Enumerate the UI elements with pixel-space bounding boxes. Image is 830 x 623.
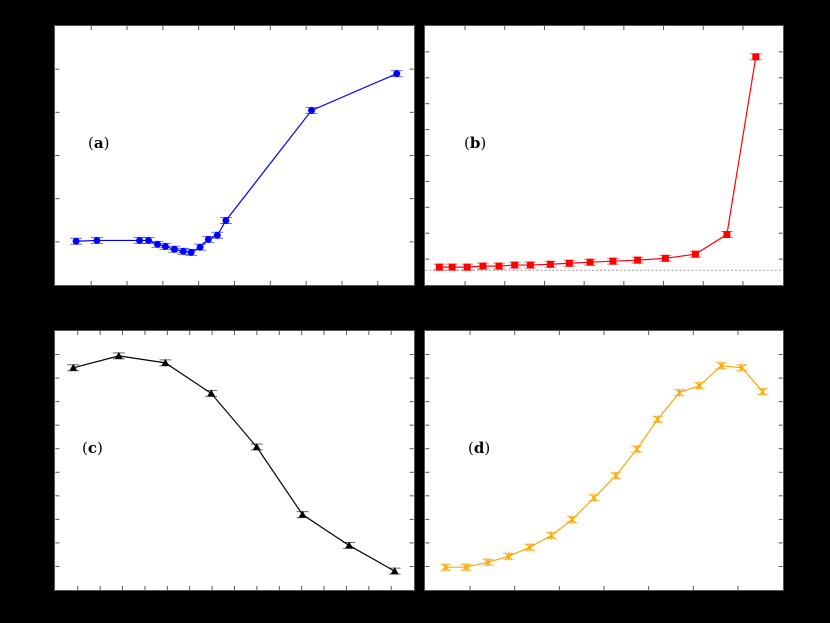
panel-d-chart: (d) [424,330,784,591]
panel-b-chart: (b) [424,25,784,286]
plot-area-b [425,26,783,285]
panel-label-d: (d) [468,439,491,457]
panel-a-chart: (a) [54,25,415,286]
plot-area-c [55,331,414,590]
panel-label-a: (a) [88,134,110,152]
panel-c-chart: (c) [54,330,415,591]
panel-label-b: (b) [464,134,487,152]
plot-area-a [55,26,414,285]
plot-area-d [425,331,783,590]
panel-label-c: (c) [82,439,103,457]
